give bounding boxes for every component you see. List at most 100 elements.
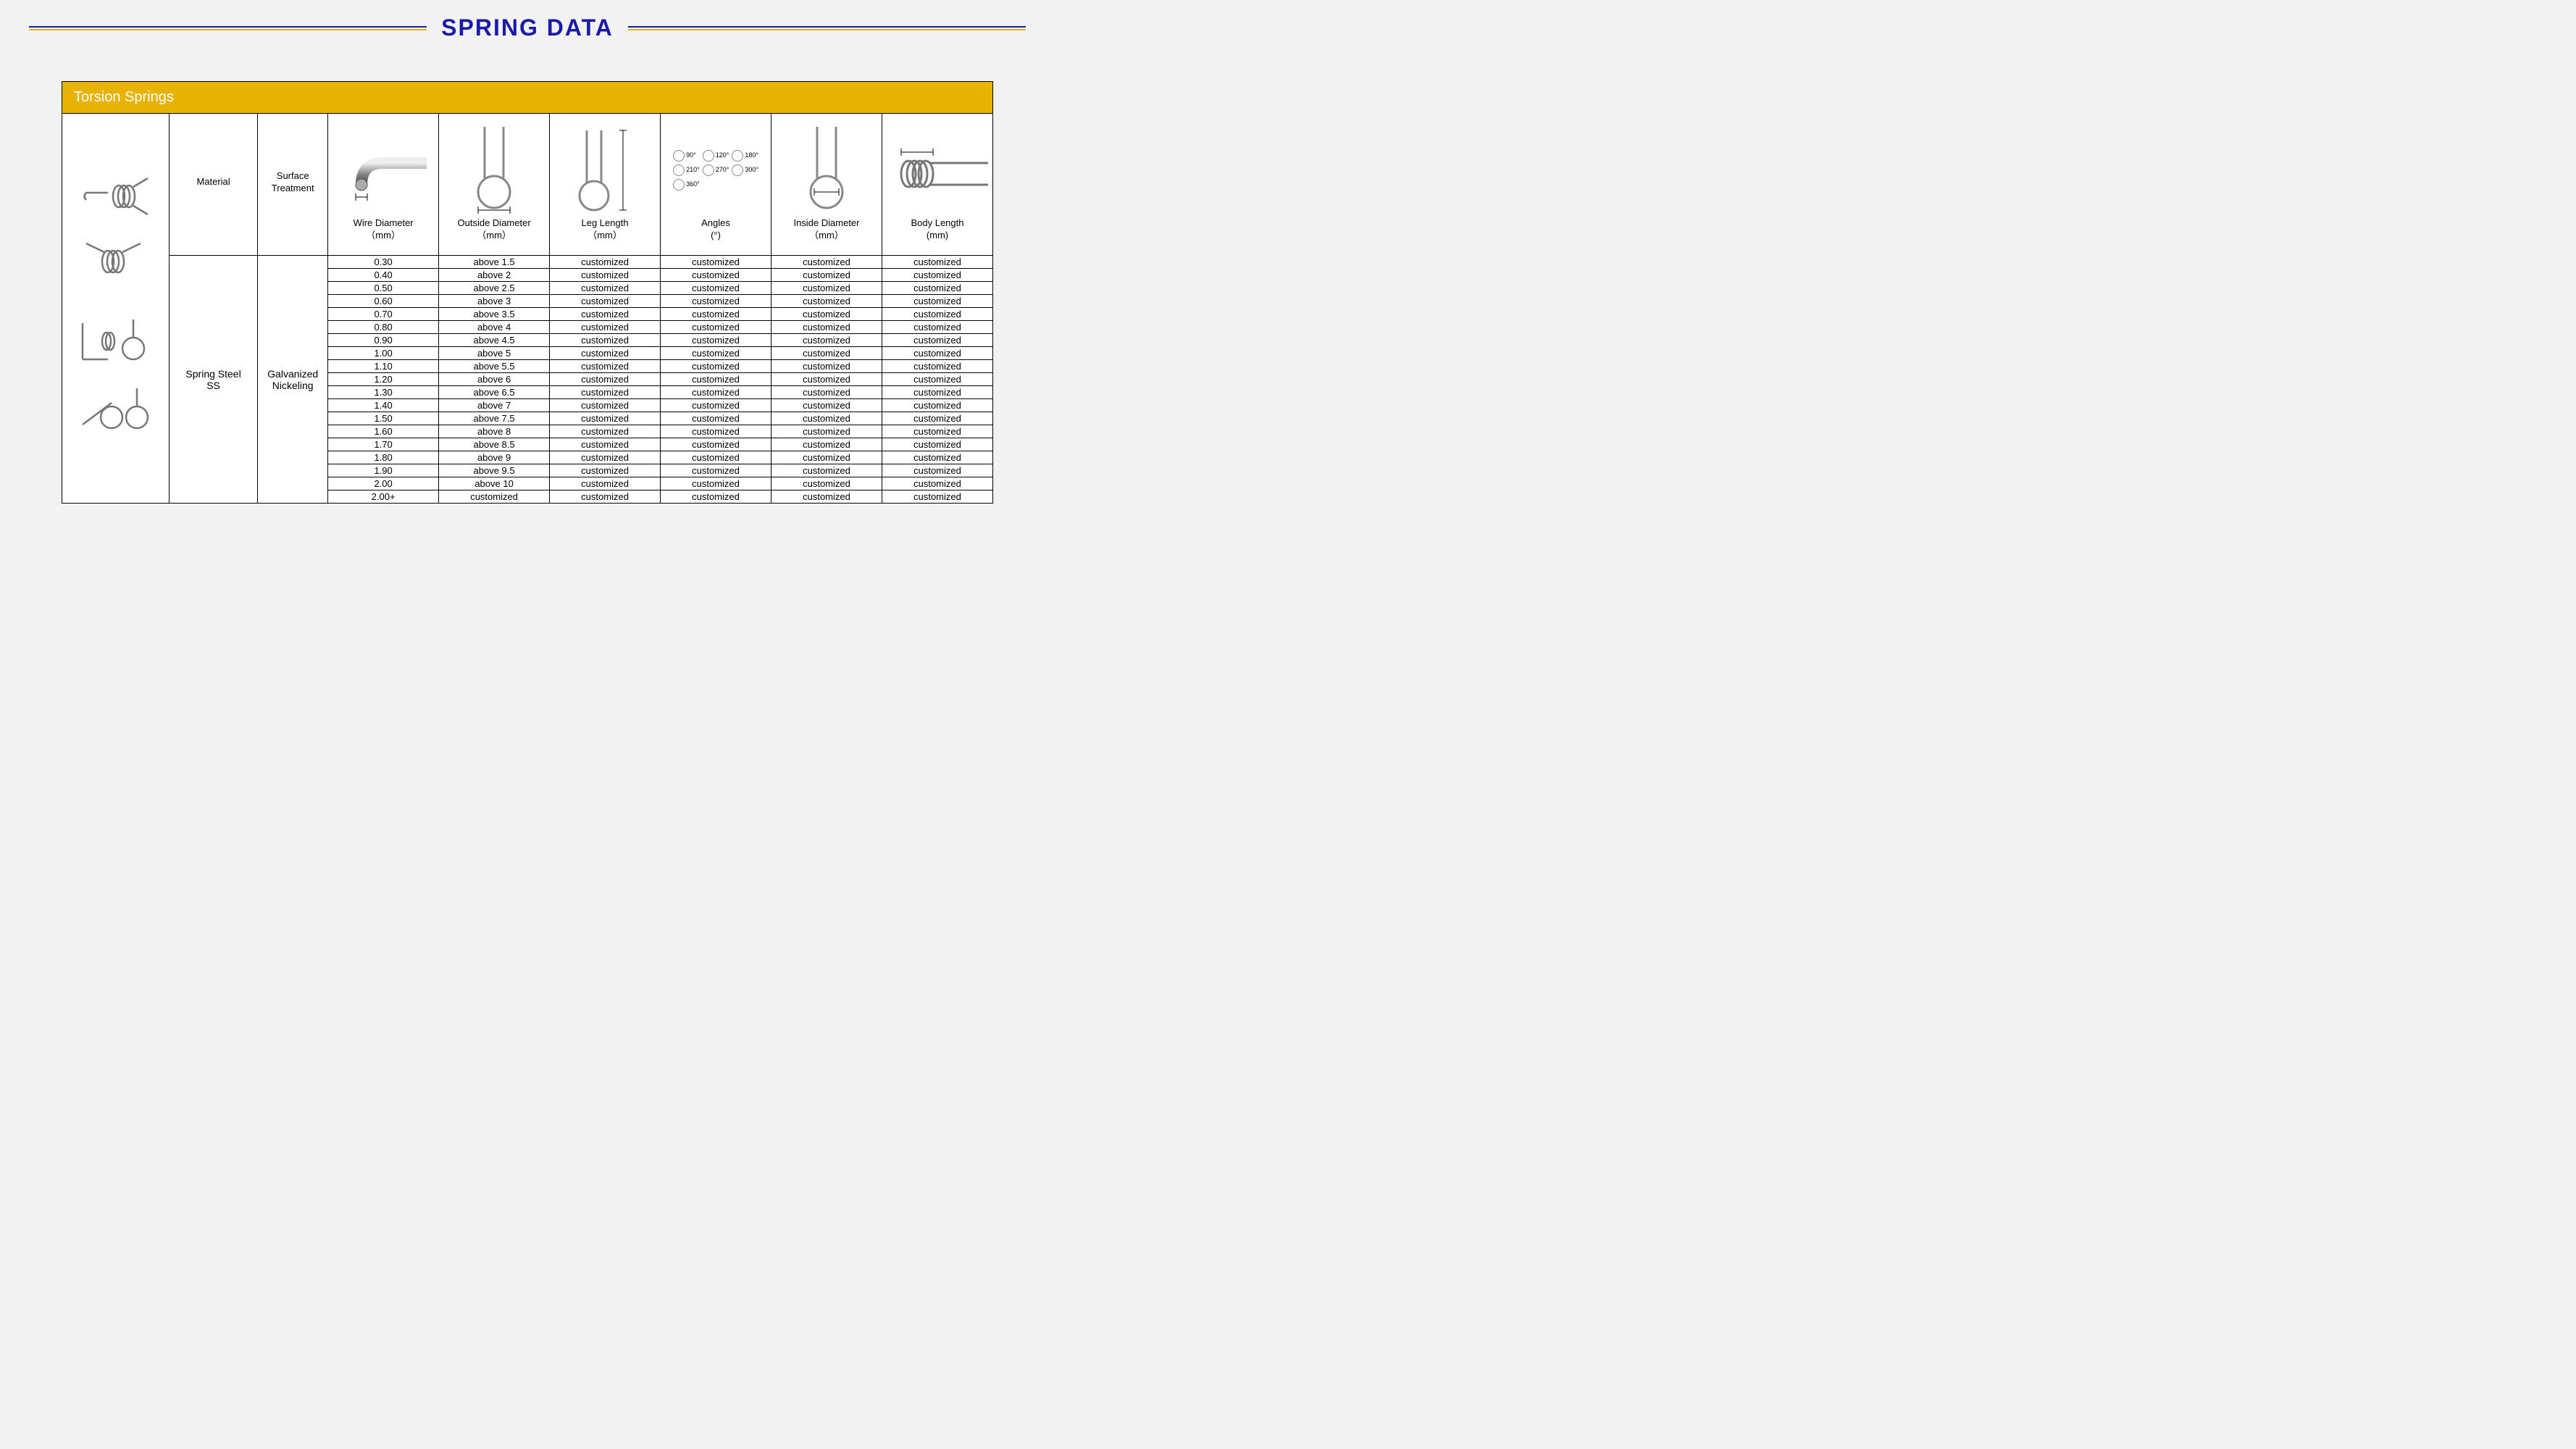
cell-id: customized [771, 451, 882, 464]
cell-angle: customized [661, 477, 771, 490]
cell-wire: 0.40 [328, 269, 439, 282]
cell-od: above 6.5 [439, 386, 550, 399]
cell-leg: customized [550, 308, 661, 321]
angle-item: 300° [732, 164, 758, 176]
outside-diameter-icon [442, 123, 546, 217]
column-label: Inside Diameter（mm） [774, 217, 879, 246]
angle-item: 90° [673, 150, 700, 162]
cell-leg: customized [550, 347, 661, 360]
column-label: SurfaceTreatment [261, 170, 325, 199]
cell-od: above 3.5 [439, 308, 550, 321]
cell-id: customized [771, 438, 882, 451]
cell-wire: 1.90 [328, 464, 439, 477]
cell-leg: customized [550, 295, 661, 308]
cell-wire: 0.30 [328, 256, 439, 269]
angle-item: 180° [732, 150, 758, 162]
body-length-icon [885, 123, 990, 217]
cell-id: customized [771, 256, 882, 269]
angle-label: 210° [686, 166, 700, 175]
cell-od: above 5.5 [439, 360, 550, 373]
cell-body: customized [882, 373, 992, 386]
column-label: Outside Diameter（mm） [442, 217, 546, 246]
cell-leg: customized [550, 425, 661, 438]
cell-od: above 7 [439, 399, 550, 412]
cell-angle: customized [661, 321, 771, 334]
inside-diameter-icon [774, 123, 879, 217]
cell-angle: customized [661, 347, 771, 360]
cell-leg: customized [550, 269, 661, 282]
leg-length-icon [553, 123, 657, 217]
cell-wire: 1.40 [328, 399, 439, 412]
cell-leg: customized [550, 438, 661, 451]
angle-item: 270° [703, 164, 729, 176]
cell-angle: customized [661, 256, 771, 269]
material-cell: Spring SteelSS [169, 256, 257, 504]
cell-id: customized [771, 347, 882, 360]
cell-leg: customized [550, 360, 661, 373]
cell-body: customized [882, 347, 992, 360]
cell-wire: 0.60 [328, 295, 439, 308]
cell-angle: customized [661, 490, 771, 504]
angle-item: 210° [673, 164, 700, 176]
cell-id: customized [771, 282, 882, 295]
cell-angle: customized [661, 360, 771, 373]
cell-leg: customized [550, 282, 661, 295]
cell-body: customized [882, 451, 992, 464]
cell-leg: customized [550, 399, 661, 412]
cell-wire: 1.70 [328, 438, 439, 451]
angle-item: 120° [703, 150, 729, 162]
cell-od: above 9.5 [439, 464, 550, 477]
column-header-surface: SurfaceTreatment [258, 114, 328, 256]
cell-angle: customized [661, 412, 771, 425]
column-header-leg_len: Leg Length（mm） [550, 114, 661, 256]
cell-id: customized [771, 464, 882, 477]
cell-od: above 1.5 [439, 256, 550, 269]
angle-label: 90° [686, 151, 696, 160]
cell-id: customized [771, 477, 882, 490]
cell-leg: customized [550, 451, 661, 464]
cell-angle: customized [661, 373, 771, 386]
angles-icon: 90° 120°180° 210°270°300° 360° [664, 123, 768, 217]
cell-od: above 3 [439, 295, 550, 308]
cell-angle: customized [661, 399, 771, 412]
cell-body: customized [882, 399, 992, 412]
cell-body: customized [882, 308, 992, 321]
cell-id: customized [771, 295, 882, 308]
cell-od: above 8.5 [439, 438, 550, 451]
section-title: Torsion Springs [62, 81, 993, 113]
cell-leg: customized [550, 412, 661, 425]
cell-od: above 6 [439, 373, 550, 386]
cell-angle: customized [661, 282, 771, 295]
column-label: Leg Length（mm） [553, 217, 657, 246]
cell-body: customized [882, 464, 992, 477]
table-container: Torsion Springs MaterialSurfaceTreatment… [62, 81, 993, 504]
cell-body: customized [882, 295, 992, 308]
column-header-inside_dia: Inside Diameter（mm） [771, 114, 882, 256]
page-title: SPRING DATA [441, 14, 614, 41]
cell-body: customized [882, 360, 992, 373]
cell-wire: 1.80 [328, 451, 439, 464]
cell-angle: customized [661, 451, 771, 464]
cell-id: customized [771, 425, 882, 438]
cell-id: customized [771, 360, 882, 373]
cell-wire: 1.60 [328, 425, 439, 438]
cell-leg: customized [550, 464, 661, 477]
cell-body: customized [882, 477, 992, 490]
product-image-cell [62, 114, 170, 504]
cell-id: customized [771, 334, 882, 347]
cell-wire: 0.90 [328, 334, 439, 347]
cell-id: customized [771, 308, 882, 321]
cell-od: above 9 [439, 451, 550, 464]
angle-label: 360° [686, 180, 700, 189]
spring-data-table: MaterialSurfaceTreatmentWire Diameter（mm… [62, 113, 993, 504]
cell-id: customized [771, 269, 882, 282]
cell-od: above 10 [439, 477, 550, 490]
cell-angle: customized [661, 295, 771, 308]
cell-id: customized [771, 373, 882, 386]
cell-id: customized [771, 399, 882, 412]
cell-angle: customized [661, 269, 771, 282]
cell-body: customized [882, 425, 992, 438]
cell-wire: 1.30 [328, 386, 439, 399]
cell-id: customized [771, 412, 882, 425]
cell-body: customized [882, 256, 992, 269]
